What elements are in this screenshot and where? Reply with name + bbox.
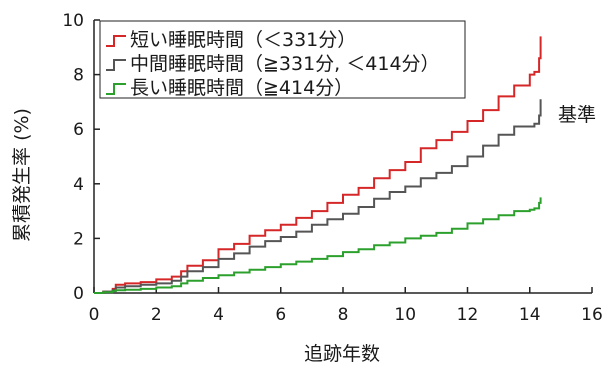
x-tick-label: 14 (519, 305, 541, 325)
legend-swatch-middle (106, 59, 126, 71)
x-tick-label: 2 (151, 305, 162, 325)
y-tick-label: 8 (73, 66, 84, 86)
legend: 短い睡眠時間（＜331分） 中間睡眠時間（≧331分, ＜414分） 長い睡眠時… (99, 20, 466, 99)
legend-frame (99, 20, 466, 99)
y-axis-title: 累積発生率 (%) (11, 108, 33, 242)
y-tick-label: 2 (73, 229, 84, 249)
legend-swatch-long (106, 83, 126, 95)
series-line-middle-sleep (94, 99, 542, 294)
x-tick-label: 6 (275, 305, 286, 325)
series-lines (94, 36, 542, 294)
x-tick-label: 12 (457, 305, 479, 325)
legend-entry-long: 長い睡眠時間（≧414分） (106, 77, 353, 99)
y-tick-label: 6 (73, 120, 84, 140)
x-tick-label: 8 (338, 305, 349, 325)
reference-annotation: 基準 (558, 104, 596, 126)
legend-entry-middle: 中間睡眠時間（≧331分, ＜414分） (106, 53, 440, 75)
x-tick-label: 10 (394, 305, 416, 325)
x-axis-title: 追跡年数 (304, 343, 380, 365)
series-line-short-sleep (94, 36, 542, 294)
series-line-long-sleep (94, 197, 542, 294)
y-tick-label: 10 (62, 11, 84, 31)
x-tick-label: 16 (581, 305, 603, 325)
y-tick-label: 4 (73, 175, 84, 195)
x-tick-label: 0 (89, 305, 100, 325)
x-tick-label: 4 (213, 305, 224, 325)
legend-label-short: 短い睡眠時間（＜331分） (130, 29, 356, 51)
legend-swatch-short (106, 35, 126, 47)
x-axis-ticks: 0 2 4 6 8 10 12 14 16 (89, 287, 603, 325)
legend-label-middle: 中間睡眠時間（≧331分, ＜414分） (130, 53, 440, 75)
y-axis-ticks: 0 2 4 6 8 10 (62, 11, 100, 304)
legend-label-long: 長い睡眠時間（≧414分） (130, 77, 353, 99)
y-tick-label: 0 (73, 284, 84, 304)
legend-entry-short: 短い睡眠時間（＜331分） (106, 29, 356, 51)
